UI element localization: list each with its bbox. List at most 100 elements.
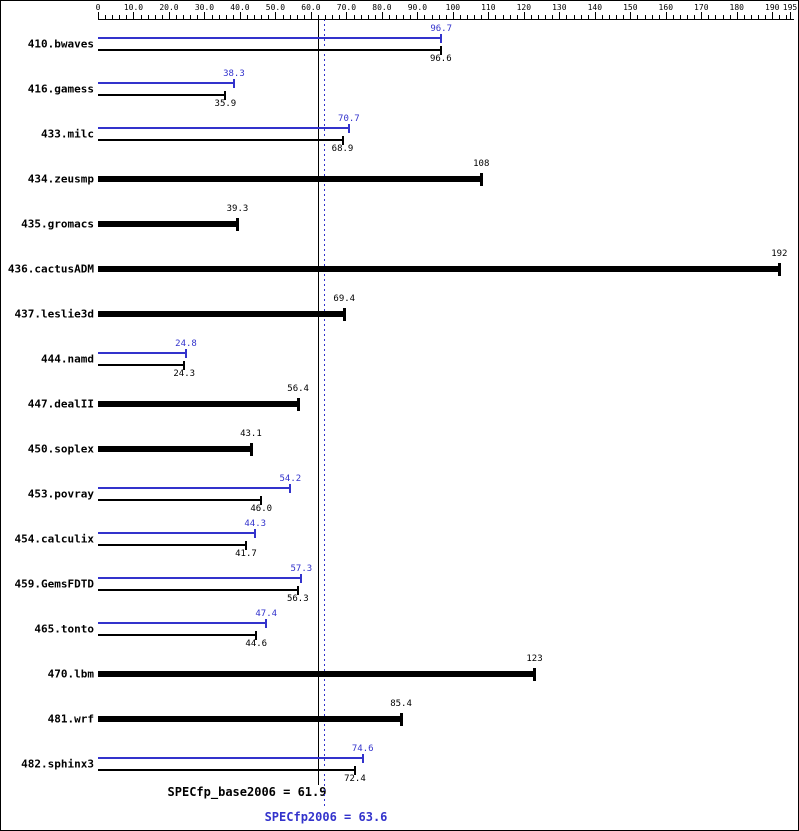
peak-bar: [98, 757, 363, 759]
axis-minor-tick: [105, 15, 106, 19]
base-bar: [98, 499, 261, 501]
axis-tick-label: 190: [765, 3, 780, 12]
benchmark-label: 459.GemsFDTD: [14, 577, 94, 591]
base-bar-end-cap: [297, 398, 300, 411]
axis-tick-label: 170: [694, 3, 709, 12]
axis-minor-tick: [715, 15, 716, 19]
base-value-label: 56.4: [287, 384, 309, 394]
axis-tick-label: 110: [481, 3, 496, 12]
axis-minor-tick: [659, 15, 660, 19]
peak-bar-end-cap: [185, 349, 187, 358]
peak-bar-end-cap: [289, 484, 291, 493]
axis-minor-tick: [162, 15, 163, 19]
axis-minor-tick: [368, 15, 369, 19]
axis-minor-tick: [226, 15, 227, 19]
axis-major-tick: [311, 12, 312, 19]
axis-minor-tick: [460, 15, 461, 19]
benchmark-label: 481.wrf: [47, 712, 94, 726]
axis-minor-tick: [588, 15, 589, 19]
axis-minor-tick: [616, 15, 617, 19]
base-value-label: 68.9: [331, 144, 354, 154]
base-bar-end-cap: [342, 136, 344, 145]
base-bar: [98, 49, 441, 51]
axis-tick-label: 150: [623, 3, 638, 12]
axis-minor-tick: [403, 15, 404, 19]
peak-value-label: 74.6: [351, 744, 374, 754]
axis-minor-tick: [694, 15, 695, 19]
axis-minor-tick: [446, 15, 447, 19]
axis-minor-tick: [652, 15, 653, 19]
axis-minor-tick: [495, 15, 496, 19]
base-bar-end-cap: [255, 631, 257, 640]
base-bar-end-cap: [533, 668, 536, 681]
axis-major-tick: [737, 12, 738, 19]
base-bar: [98, 139, 343, 141]
base-bar-end-cap: [224, 91, 226, 100]
axis-minor-tick: [439, 15, 440, 19]
axis-tick-label: 0: [95, 3, 101, 12]
axis-minor-tick: [510, 15, 511, 19]
axis-minor-tick: [254, 15, 255, 19]
x-axis-line: [98, 19, 794, 20]
benchmark-label: 444.namd: [41, 352, 94, 366]
base-bar: [98, 94, 225, 96]
axis-minor-tick: [233, 15, 234, 19]
base-bar-end-cap: [297, 586, 299, 595]
peak-bar: [98, 577, 301, 579]
base-value-label: 123: [526, 654, 543, 664]
base-value-label: 85.4: [390, 699, 412, 709]
axis-minor-tick: [176, 15, 177, 19]
axis-major-tick: [382, 12, 383, 19]
benchmark-label: 450.soplex: [27, 442, 94, 456]
base-bar: [98, 401, 298, 407]
axis-major-tick: [559, 12, 560, 19]
axis-minor-tick: [126, 15, 127, 19]
axis-major-tick: [790, 12, 791, 19]
peak-bar-end-cap: [348, 124, 350, 133]
peak-value-label: 44.3: [244, 519, 267, 529]
base-bar: [98, 266, 779, 272]
axis-tick-label: 50.0: [265, 3, 286, 12]
base-bar-end-cap: [236, 218, 239, 231]
axis-minor-tick: [190, 15, 191, 19]
axis-minor-tick: [396, 15, 397, 19]
axis-tick-label: 80.0: [372, 3, 392, 12]
axis-tick-label: 140: [587, 3, 603, 12]
axis-tick-label: 195: [782, 3, 798, 12]
axis-minor-tick: [467, 15, 468, 19]
axis-minor-tick: [155, 15, 156, 19]
base-value-label: 35.9: [214, 99, 237, 109]
base-bar: [98, 769, 355, 771]
peak-bar: [98, 487, 290, 489]
axis-major-tick: [240, 12, 241, 19]
axis-minor-tick: [268, 15, 269, 19]
axis-minor-tick: [680, 15, 681, 19]
base-bar-end-cap: [183, 361, 185, 370]
axis-minor-tick: [637, 15, 638, 19]
axis-minor-tick: [304, 15, 305, 19]
axis-tick-label: 60.0: [301, 3, 321, 12]
base-value-label: 96.6: [429, 54, 452, 64]
axis-major-tick: [666, 12, 667, 19]
peak-value-label: 24.8: [175, 339, 197, 349]
axis-tick-label: 120: [516, 3, 532, 12]
peak-value-label: 38.3: [223, 69, 245, 79]
base-value-label: 108: [473, 159, 490, 169]
base-bar-end-cap: [354, 766, 356, 775]
axis-tick-label: 20.0: [159, 3, 179, 12]
axis-minor-tick: [219, 15, 220, 19]
base-metric-caption: SPECfp_base2006 = 61.9: [167, 785, 327, 799]
benchmark-label: 437.leslie3d: [14, 307, 94, 321]
base-bar: [98, 364, 184, 366]
axis-tick-label: 160: [658, 3, 674, 12]
peak-bar: [98, 532, 255, 534]
axis-major-tick: [595, 12, 596, 19]
axis-tick-label: 100: [445, 3, 461, 12]
axis-minor-tick: [645, 15, 646, 19]
benchmark-label: 470.lbm: [47, 667, 94, 681]
axis-minor-tick: [730, 15, 731, 19]
benchmark-label: 453.povray: [27, 487, 94, 501]
base-bar: [98, 589, 298, 591]
base-value-label: 24.3: [173, 369, 196, 379]
axis-major-tick: [169, 12, 170, 19]
